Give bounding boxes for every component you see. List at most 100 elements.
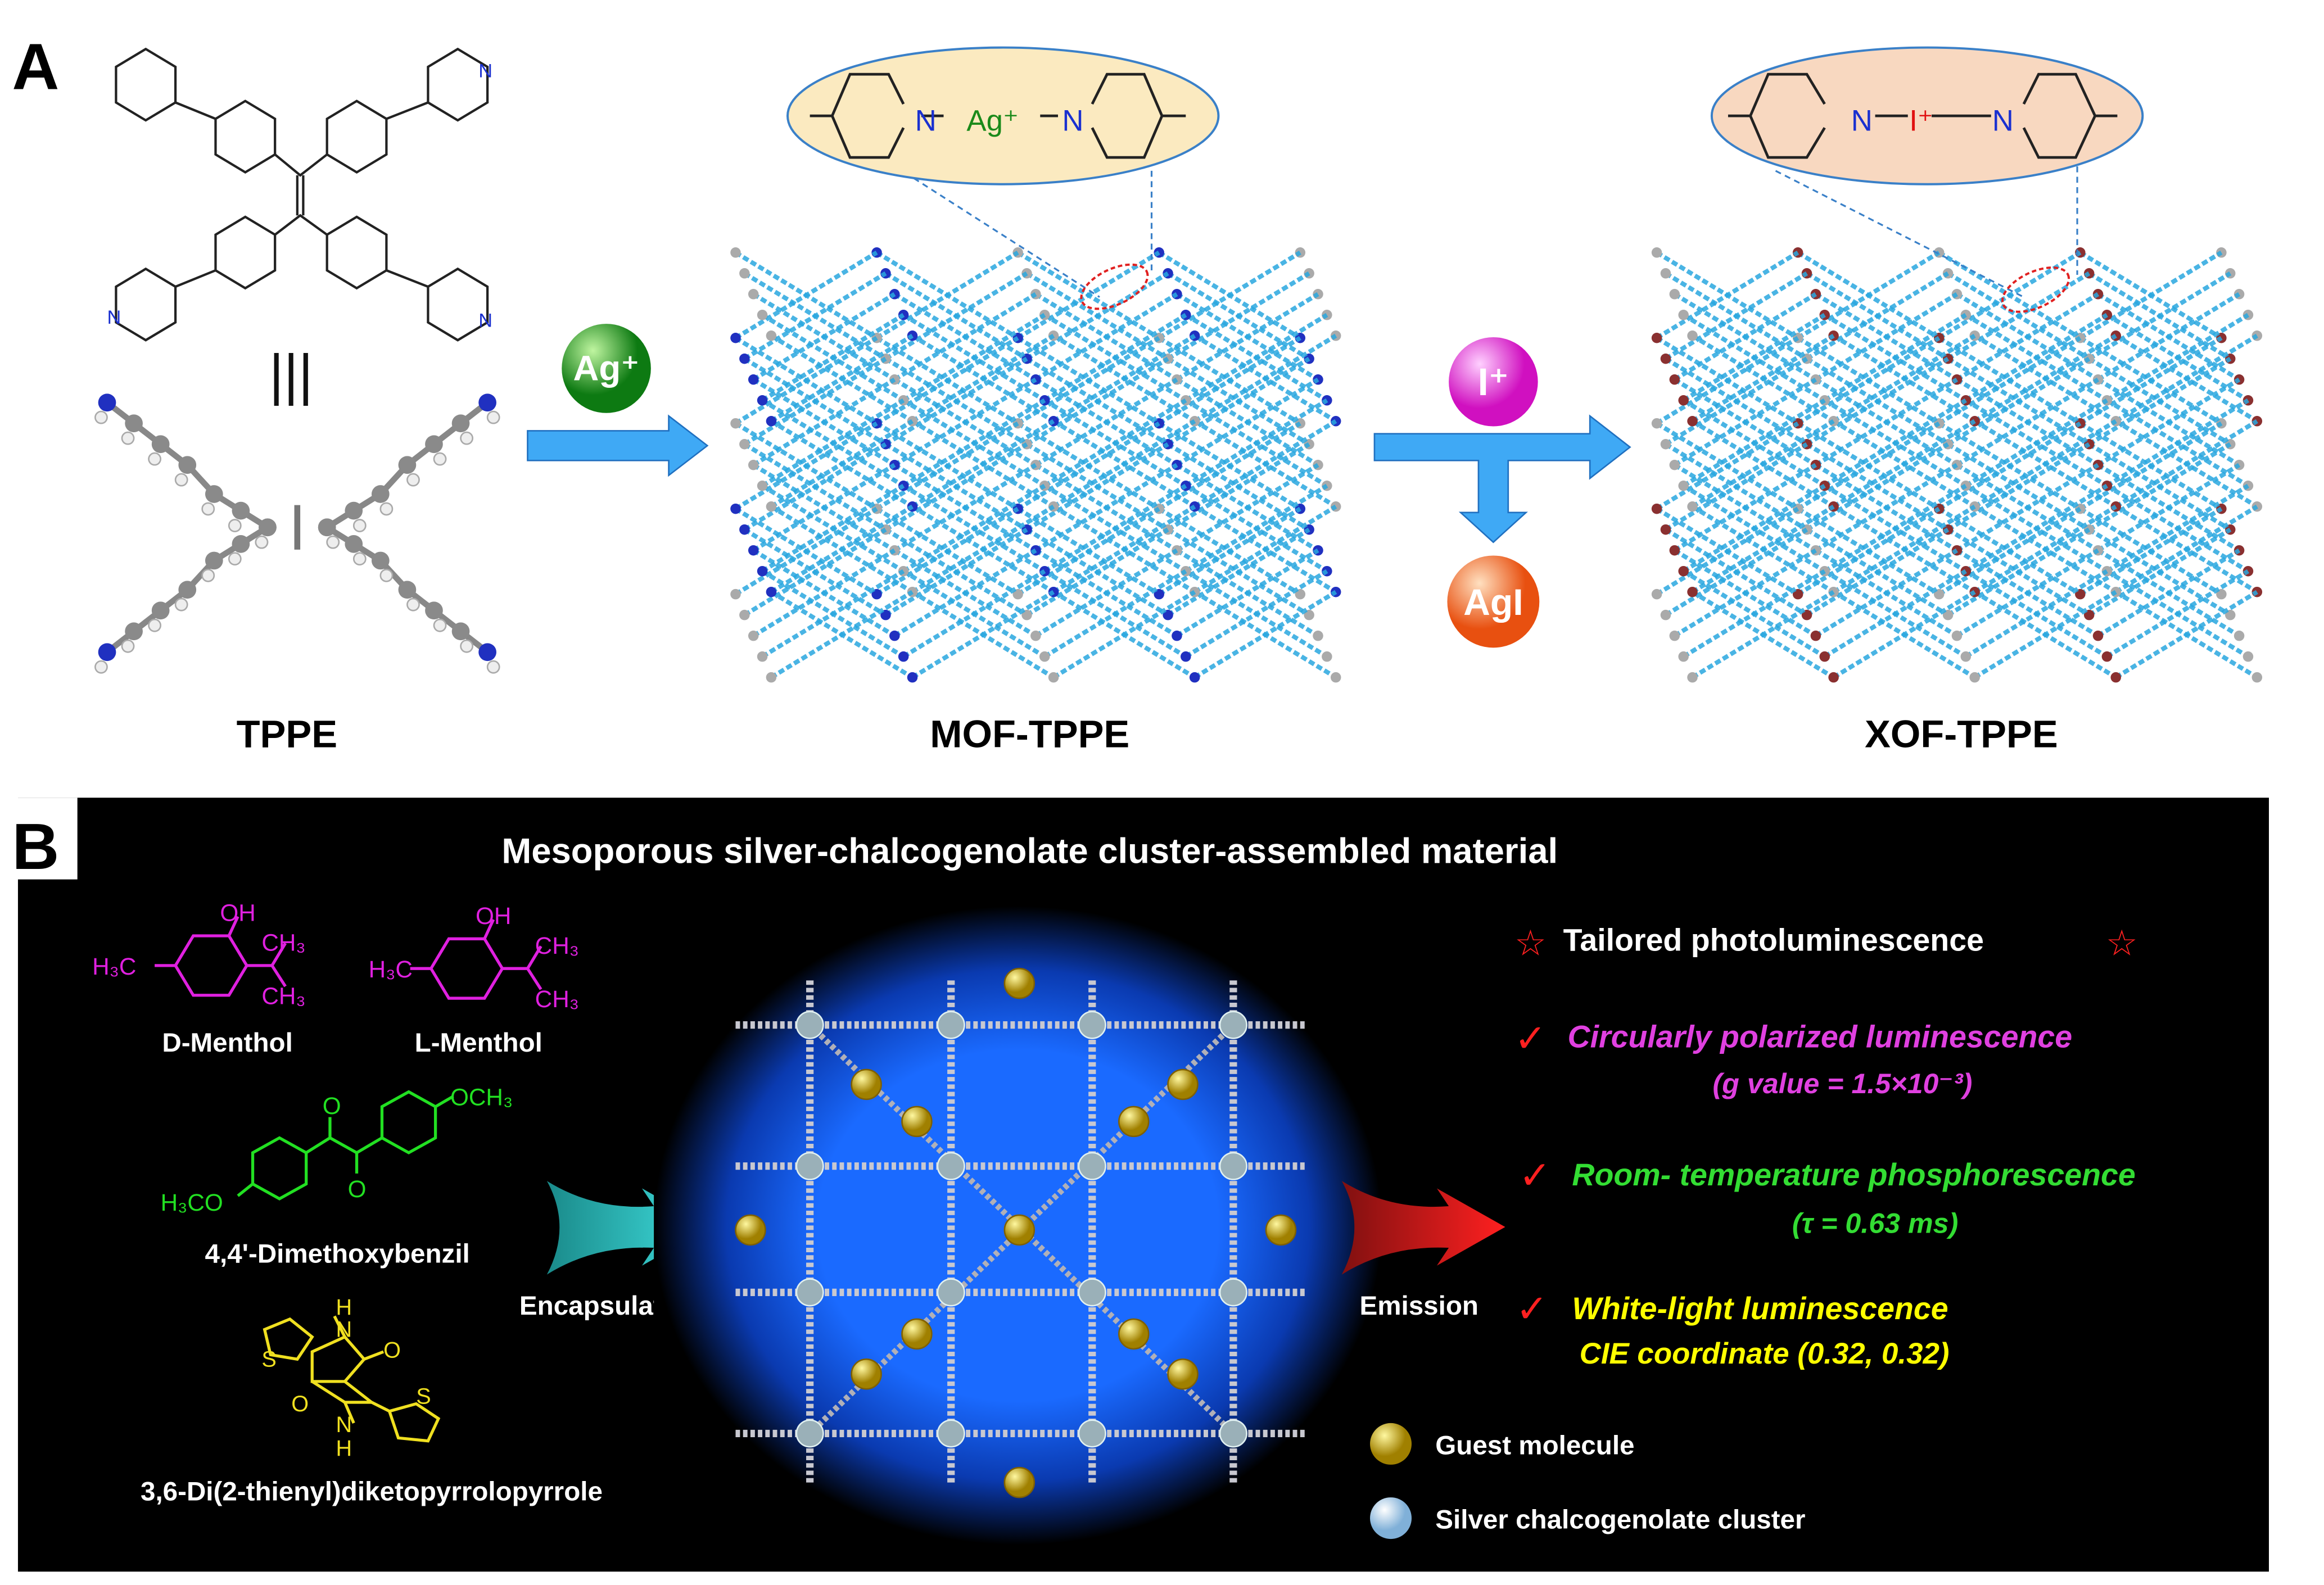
hydrogen-atom bbox=[486, 660, 500, 674]
nitrogen-atom bbox=[98, 643, 116, 662]
node-atom bbox=[739, 438, 750, 450]
framework-strand bbox=[1656, 336, 1799, 425]
n-atom-label: N bbox=[1851, 105, 1873, 138]
hydrogen-atom bbox=[460, 639, 474, 653]
node-atom bbox=[1295, 588, 1306, 600]
atom-label: S bbox=[261, 1347, 276, 1371]
silver-cluster-node bbox=[1078, 1152, 1106, 1180]
framework-strand bbox=[1814, 377, 1959, 467]
guest-molecule bbox=[901, 1106, 933, 1138]
node-atom bbox=[730, 503, 741, 514]
node-atom bbox=[1651, 418, 1662, 429]
framework-strand bbox=[1193, 504, 1337, 594]
node-atom bbox=[1678, 480, 1689, 491]
framework-strand bbox=[1682, 483, 1826, 573]
carbon-atom bbox=[125, 622, 143, 641]
node-atom bbox=[1969, 672, 1980, 683]
atom-label: N bbox=[336, 1412, 352, 1437]
framework-strand bbox=[1805, 356, 1950, 446]
node-atom bbox=[1792, 588, 1803, 600]
hydrogen-atom bbox=[94, 410, 108, 424]
arrow-right-icon bbox=[527, 414, 709, 477]
framework-strand bbox=[1034, 548, 1178, 638]
guest-molecule bbox=[1167, 1068, 1199, 1101]
node-atom bbox=[2083, 609, 2095, 621]
framework-strand bbox=[1158, 336, 1301, 425]
guest-molecule bbox=[1265, 1214, 1297, 1246]
equivalence-symbol: ||| bbox=[269, 343, 313, 406]
benzene-ring bbox=[325, 215, 388, 290]
nitrogen-atom bbox=[478, 643, 496, 662]
framework-strand bbox=[1805, 442, 1950, 532]
framework-strand bbox=[1193, 419, 1337, 509]
framework-strand bbox=[2114, 590, 2258, 680]
guest-molecule bbox=[1167, 1358, 1199, 1390]
node-atom bbox=[757, 565, 768, 577]
framework-strand bbox=[902, 398, 1046, 488]
node-atom bbox=[1687, 672, 1698, 683]
framework-strand bbox=[1175, 548, 1319, 638]
hydrogen-atom bbox=[379, 568, 394, 582]
node-atom bbox=[1669, 545, 1680, 556]
hydrogen-atom bbox=[228, 552, 242, 566]
pyridine-ring bbox=[427, 267, 489, 342]
framework-strand bbox=[1656, 506, 1799, 596]
iodine-atom-label: I⁺ bbox=[1909, 105, 1933, 138]
framework-strand bbox=[1973, 504, 2117, 594]
framework-strand bbox=[911, 333, 1055, 423]
node-atom bbox=[766, 586, 777, 597]
node-atom bbox=[1021, 609, 1032, 621]
framework-strand bbox=[1814, 548, 1959, 638]
node-atom bbox=[1651, 588, 1662, 600]
atom-label: CH₃ bbox=[535, 932, 579, 959]
silver-cluster-node bbox=[795, 1419, 824, 1448]
arrow-right-icon bbox=[1373, 414, 1631, 544]
framework-strand bbox=[770, 333, 914, 423]
node-atom bbox=[766, 501, 777, 512]
node-atom bbox=[1687, 501, 1698, 512]
node-atom bbox=[730, 333, 741, 343]
framework-strand bbox=[1184, 569, 1328, 659]
framework-strand bbox=[1947, 271, 2091, 361]
node-atom bbox=[2101, 651, 2113, 662]
node-atom bbox=[2251, 672, 2263, 683]
node-atom bbox=[766, 330, 777, 341]
hydrogen-atom bbox=[433, 452, 447, 466]
node-atom bbox=[1660, 438, 1671, 450]
framework-strand bbox=[1034, 463, 1178, 553]
atom-label: H₃CO bbox=[161, 1189, 223, 1216]
n-atom-label: N bbox=[107, 307, 121, 328]
star-outline-icon: ☆ bbox=[1514, 923, 1547, 963]
panel-b-letter: B bbox=[12, 810, 59, 883]
framework-strand bbox=[1797, 336, 1941, 425]
framework-strand bbox=[1691, 419, 1835, 509]
n-atom-label: N bbox=[478, 60, 492, 81]
framework-strand bbox=[1682, 569, 1826, 659]
framework-strand bbox=[1664, 271, 1808, 361]
tppe-ball-and-stick-model bbox=[94, 393, 500, 674]
node-atom bbox=[1651, 503, 1662, 514]
framework-strand bbox=[902, 569, 1046, 659]
framework-strand bbox=[1175, 377, 1319, 467]
atom-label: H bbox=[336, 1436, 352, 1461]
node-atom bbox=[1030, 630, 1041, 641]
node-atom bbox=[757, 651, 768, 662]
mof-tppe-framework bbox=[730, 247, 1341, 683]
checkmark-icon: ✓ bbox=[1514, 1017, 1547, 1060]
dpp-label: 3,6-Di(2-thienyl)diketopyrrolopyrrole bbox=[141, 1477, 603, 1506]
framework-strand bbox=[1664, 356, 1808, 446]
framework-strand bbox=[1823, 483, 1967, 573]
framework-strand bbox=[761, 398, 905, 488]
xof-tppe-framework bbox=[1651, 247, 2263, 683]
hydrogen-atom bbox=[406, 597, 420, 612]
carbon-atom bbox=[398, 581, 417, 599]
framework-strand bbox=[1166, 527, 1310, 617]
framework-strand bbox=[752, 377, 896, 467]
node-atom bbox=[1048, 672, 1059, 683]
node-atom bbox=[1687, 586, 1698, 597]
atom-label: H₃C bbox=[369, 956, 413, 982]
framework-strand bbox=[911, 504, 1055, 594]
node-atom bbox=[739, 268, 750, 279]
framework-strand bbox=[2096, 292, 2241, 382]
